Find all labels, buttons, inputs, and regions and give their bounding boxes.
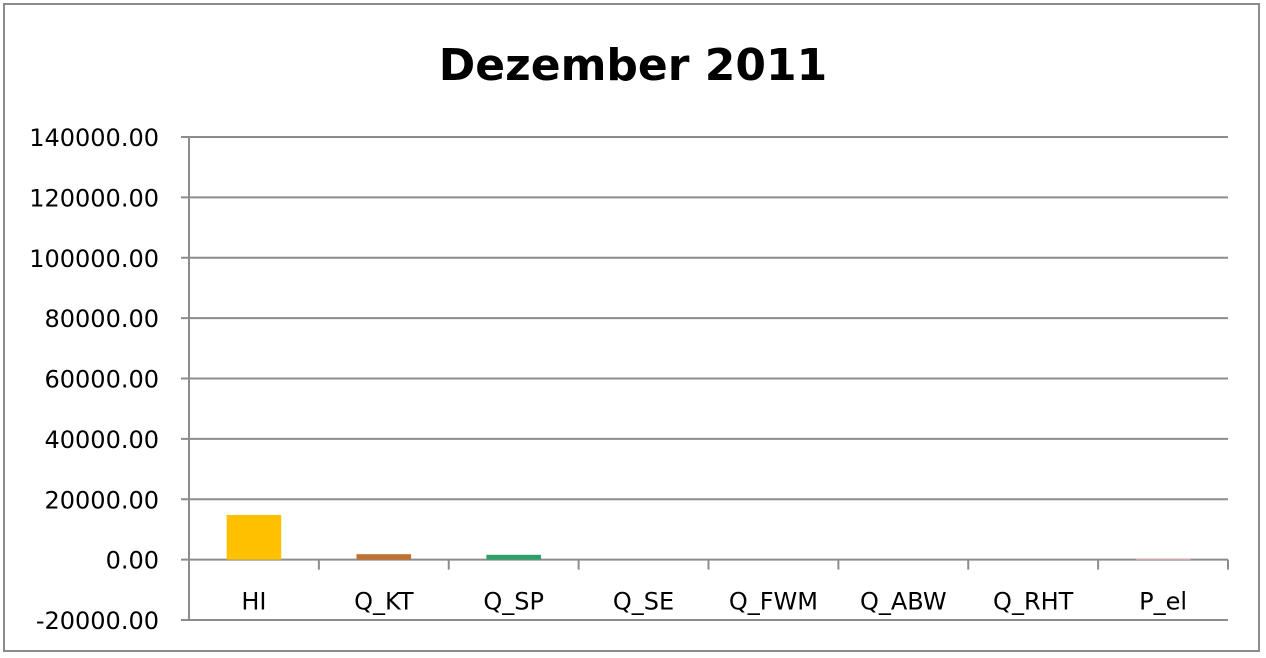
- chart-frame: [3, 3, 1260, 652]
- x-category-label: Q_RHT: [993, 588, 1074, 616]
- x-category-label: Q_KT: [354, 588, 414, 616]
- y-tick-label: 140000.00: [29, 124, 159, 152]
- bar-q-kt: [356, 554, 412, 560]
- bar-q-sp: [486, 554, 541, 560]
- chart-title: Dezember 2011: [439, 40, 827, 91]
- x-axis-categories: HI Q_KT Q_SP Q_SE Q_FWM Q_ABW Q_RHT P_el: [241, 588, 1187, 616]
- y-tick-label: -20000.00: [36, 607, 159, 635]
- x-category-label: P_el: [1139, 588, 1187, 616]
- bar-p-el: [1135, 558, 1191, 560]
- y-tick-label: 60000.00: [44, 366, 159, 394]
- x-category-label: HI: [241, 588, 266, 616]
- bars: [226, 514, 1191, 560]
- y-tick-label: 40000.00: [44, 426, 159, 454]
- x-category-label: Q_SE: [613, 588, 674, 616]
- y-tick-label: 20000.00: [44, 486, 159, 514]
- x-category-label: Q_SP: [483, 588, 544, 616]
- y-tick-label: 100000.00: [29, 245, 159, 273]
- y-tick-label: 80000.00: [44, 305, 159, 333]
- gridlines: [189, 136, 1228, 621]
- x-category-label: Q_ABW: [860, 588, 947, 616]
- y-axis-ticks: 140000.00 120000.00 100000.00 80000.00 60000…: [29, 124, 159, 635]
- bar-hi: [226, 514, 282, 560]
- y-tick-label: 0.00: [106, 547, 159, 575]
- x-category-label: Q_FWM: [729, 588, 818, 616]
- axes: [181, 136, 1229, 621]
- y-tick-label: 120000.00: [29, 184, 159, 212]
